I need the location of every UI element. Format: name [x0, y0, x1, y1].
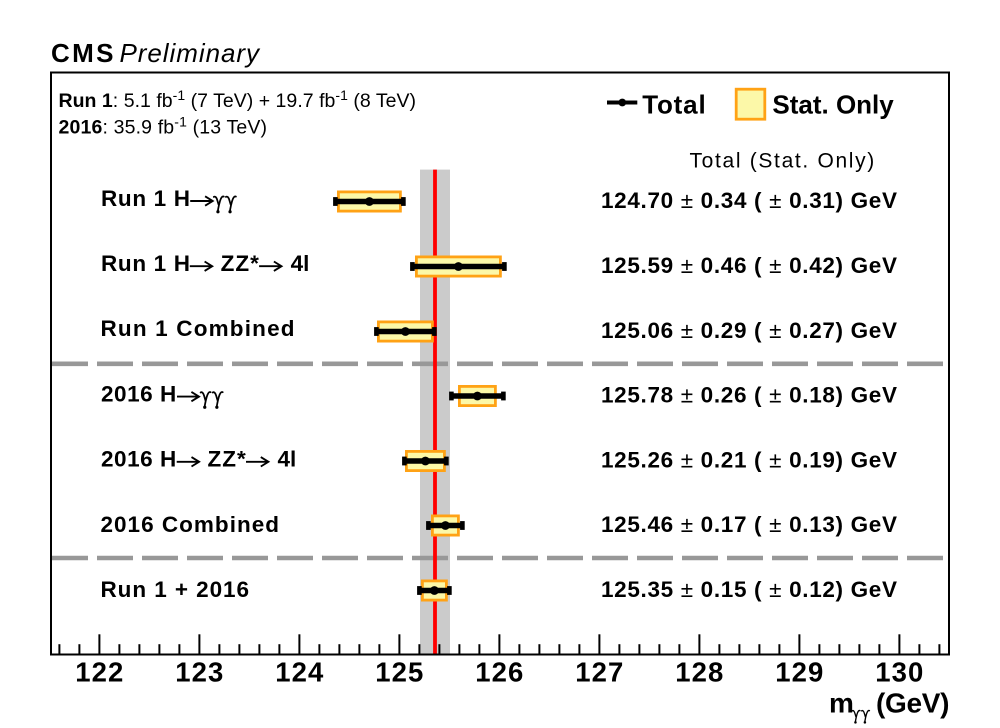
svg-text:2016 H: 2016 H — [101, 447, 176, 472]
svg-text:127: 127 — [575, 656, 624, 687]
svg-text:CMS: CMS — [51, 38, 114, 68]
svg-text:125.46 ± 0.17 ( ± 0.13) GeV: 125.46 ± 0.17 ( ± 0.13) GeV — [601, 512, 897, 537]
svg-text:124: 124 — [275, 656, 324, 687]
svg-text:4l: 4l — [291, 251, 310, 276]
svg-text:125.35 ± 0.15 ( ± 0.12) GeV: 125.35 ± 0.15 ( ± 0.12) GeV — [601, 577, 897, 602]
svg-text:125.26 ± 0.21 ( ± 0.19) GeV: 125.26 ± 0.21 ( ± 0.19) GeV — [601, 448, 897, 473]
svg-text:Stat. Only: Stat. Only — [772, 90, 894, 120]
svg-text:Total: Total — [642, 90, 706, 120]
svg-text:125: 125 — [375, 656, 424, 687]
svg-text:Run 1 Combined: Run 1 Combined — [101, 316, 295, 341]
svg-text:124.70 ± 0.34 ( ± 0.31) GeV: 124.70 ± 0.34 ( ± 0.31) GeV — [601, 188, 897, 213]
svg-text:ZZ*: ZZ* — [208, 447, 247, 472]
svg-text:Total (Stat. Only): Total (Stat. Only) — [690, 150, 875, 173]
svg-text:Run 1 H: Run 1 H — [101, 251, 190, 276]
svg-text:125.59 ± 0.46 ( ± 0.42) GeV: 125.59 ± 0.46 ( ± 0.42) GeV — [601, 253, 897, 278]
svg-text:128: 128 — [675, 656, 724, 687]
svg-text:(GeV): (GeV) — [876, 688, 950, 719]
svg-text:ZZ*: ZZ* — [221, 251, 260, 276]
svg-text:2016: 35.9 fb-1 (13 TeV): 2016: 35.9 fb-1 (13 TeV) — [59, 114, 268, 139]
svg-text:2016 Combined: 2016 Combined — [101, 512, 280, 537]
svg-text:Preliminary: Preliminary — [120, 38, 262, 68]
svg-text:123: 123 — [175, 656, 224, 687]
svg-text:4l: 4l — [278, 447, 297, 472]
svg-text:m: m — [829, 688, 854, 719]
svg-text:125.78 ± 0.26 ( ± 0.18) GeV: 125.78 ± 0.26 ( ± 0.18) GeV — [601, 383, 897, 408]
svg-text:2016 H: 2016 H — [101, 381, 176, 406]
svg-text:125.06 ± 0.29 ( ± 0.27) GeV: 125.06 ± 0.29 ( ± 0.27) GeV — [601, 318, 897, 343]
svg-text:122: 122 — [75, 656, 124, 687]
svg-text:Run 1: 5.1 fb-1 (7 TeV) + 19.7: Run 1: 5.1 fb-1 (7 TeV) + 19.7 fb-1 (8 T… — [59, 87, 417, 112]
svg-text:Run 1 H: Run 1 H — [101, 186, 190, 211]
svg-text:130: 130 — [875, 656, 924, 687]
svg-text:126: 126 — [475, 656, 524, 687]
svg-text:129: 129 — [775, 656, 824, 687]
svg-text:Run 1 + 2016: Run 1 + 2016 — [101, 577, 250, 602]
